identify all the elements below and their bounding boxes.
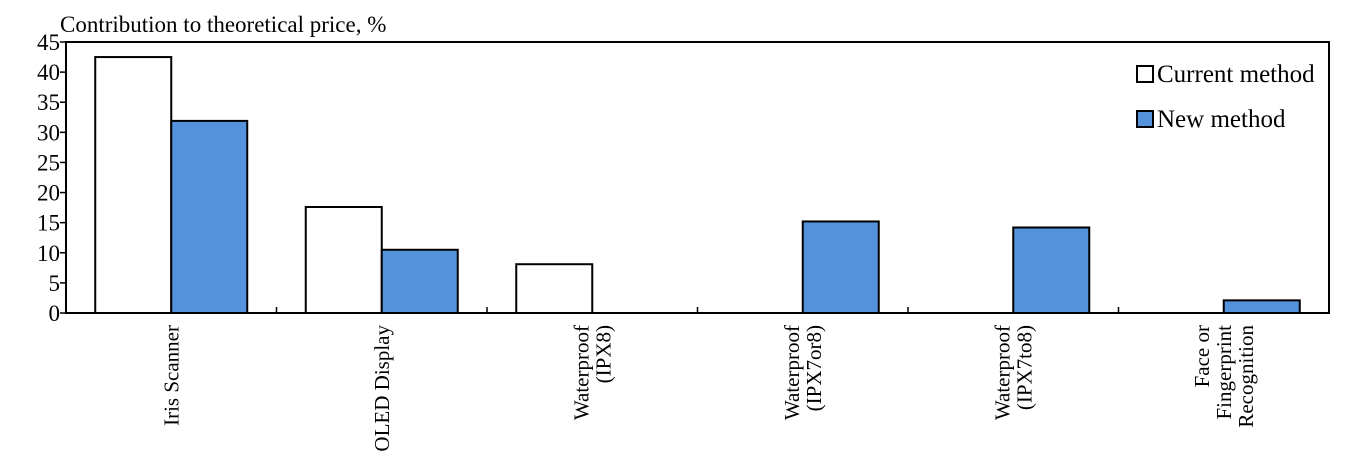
x-tick-label: Waterproof [569, 325, 593, 420]
y-tick-label: 20 [37, 181, 60, 206]
y-tick-label: 25 [37, 150, 60, 175]
x-tick-label: OLED Display [370, 325, 394, 452]
bar-new-method [1012, 226, 1091, 315]
y-tick-label: 40 [37, 60, 60, 85]
y-tick-label: 5 [49, 271, 61, 296]
bars [94, 56, 1301, 315]
x-tick-label: Recognition [1234, 325, 1258, 428]
bar-new-method [170, 119, 249, 314]
x-tick-label: Face or [1190, 325, 1214, 387]
bar-current-method [515, 263, 594, 314]
x-tick-label: (IPX7to8) [1012, 325, 1036, 410]
bar-current-method [94, 56, 173, 314]
bar-new-method [380, 248, 459, 314]
y-tick-label: 45 [37, 30, 60, 55]
x-tick-label: Waterproof [990, 325, 1014, 420]
legend-label: New method [1157, 106, 1286, 133]
legend-swatch [1136, 65, 1154, 83]
y-axis-label: Contribution to theoretical price, % [60, 12, 386, 37]
y-tick-label: 0 [49, 301, 61, 326]
x-tick-label: Fingerprint [1212, 325, 1236, 420]
x-tick-label: (IPX7or8) [802, 325, 826, 411]
x-tick-label: Iris Scanner [159, 325, 183, 426]
plot-area-frame [65, 41, 1330, 314]
y-tick-label: 30 [37, 120, 60, 145]
y-tick-label: 15 [37, 211, 60, 236]
bar-new-method [1222, 299, 1301, 314]
bar-current-method [304, 206, 383, 315]
bar-new-method [801, 220, 880, 314]
x-tick-label: Waterproof [780, 325, 804, 420]
legend: Current method New method [1136, 61, 1315, 133]
y-tick-label: 35 [37, 90, 60, 115]
legend-swatch [1136, 110, 1154, 128]
x-axis-ticks: Iris Scanner OLED Display Waterproof(IPX8)… [159, 307, 1258, 452]
x-tick-label: (IPX8) [591, 325, 615, 383]
y-axis-ticks: 0 5 10 15 20 25 30 35 40 45 [37, 30, 66, 326]
legend-label: Current method [1157, 61, 1315, 88]
y-tick-label: 10 [37, 241, 60, 266]
